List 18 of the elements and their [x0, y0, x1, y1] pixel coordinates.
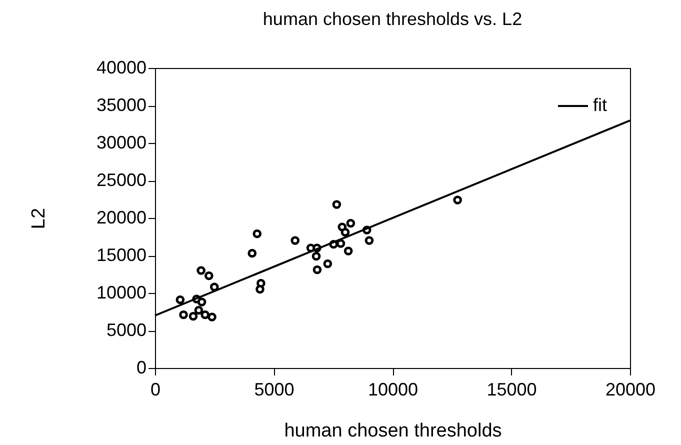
- x-tick-label: 20000: [605, 380, 656, 400]
- x-tick-label: 5000: [254, 380, 294, 400]
- x-tick-label: 0: [150, 380, 161, 400]
- y-tick-label: 0: [136, 358, 146, 378]
- y-tick-label: 15000: [96, 245, 146, 265]
- y-axis-title: L2: [28, 208, 50, 230]
- y-tick-label: 35000: [96, 95, 146, 115]
- x-tick-label: 15000: [486, 380, 537, 400]
- y-tick-label: 30000: [96, 132, 146, 152]
- y-tick-label: 20000: [96, 208, 146, 228]
- x-tick-label: 10000: [368, 380, 418, 400]
- y-tick-label: 40000: [96, 58, 146, 78]
- x-axis-title: human chosen thresholds: [284, 420, 502, 442]
- legend-label: fit: [593, 95, 608, 115]
- chart-title: human chosen thresholds vs. L2: [262, 9, 522, 29]
- y-tick-label: 5000: [106, 320, 146, 340]
- y-tick-label: 25000: [96, 170, 146, 190]
- y-tick-label: 10000: [96, 282, 146, 302]
